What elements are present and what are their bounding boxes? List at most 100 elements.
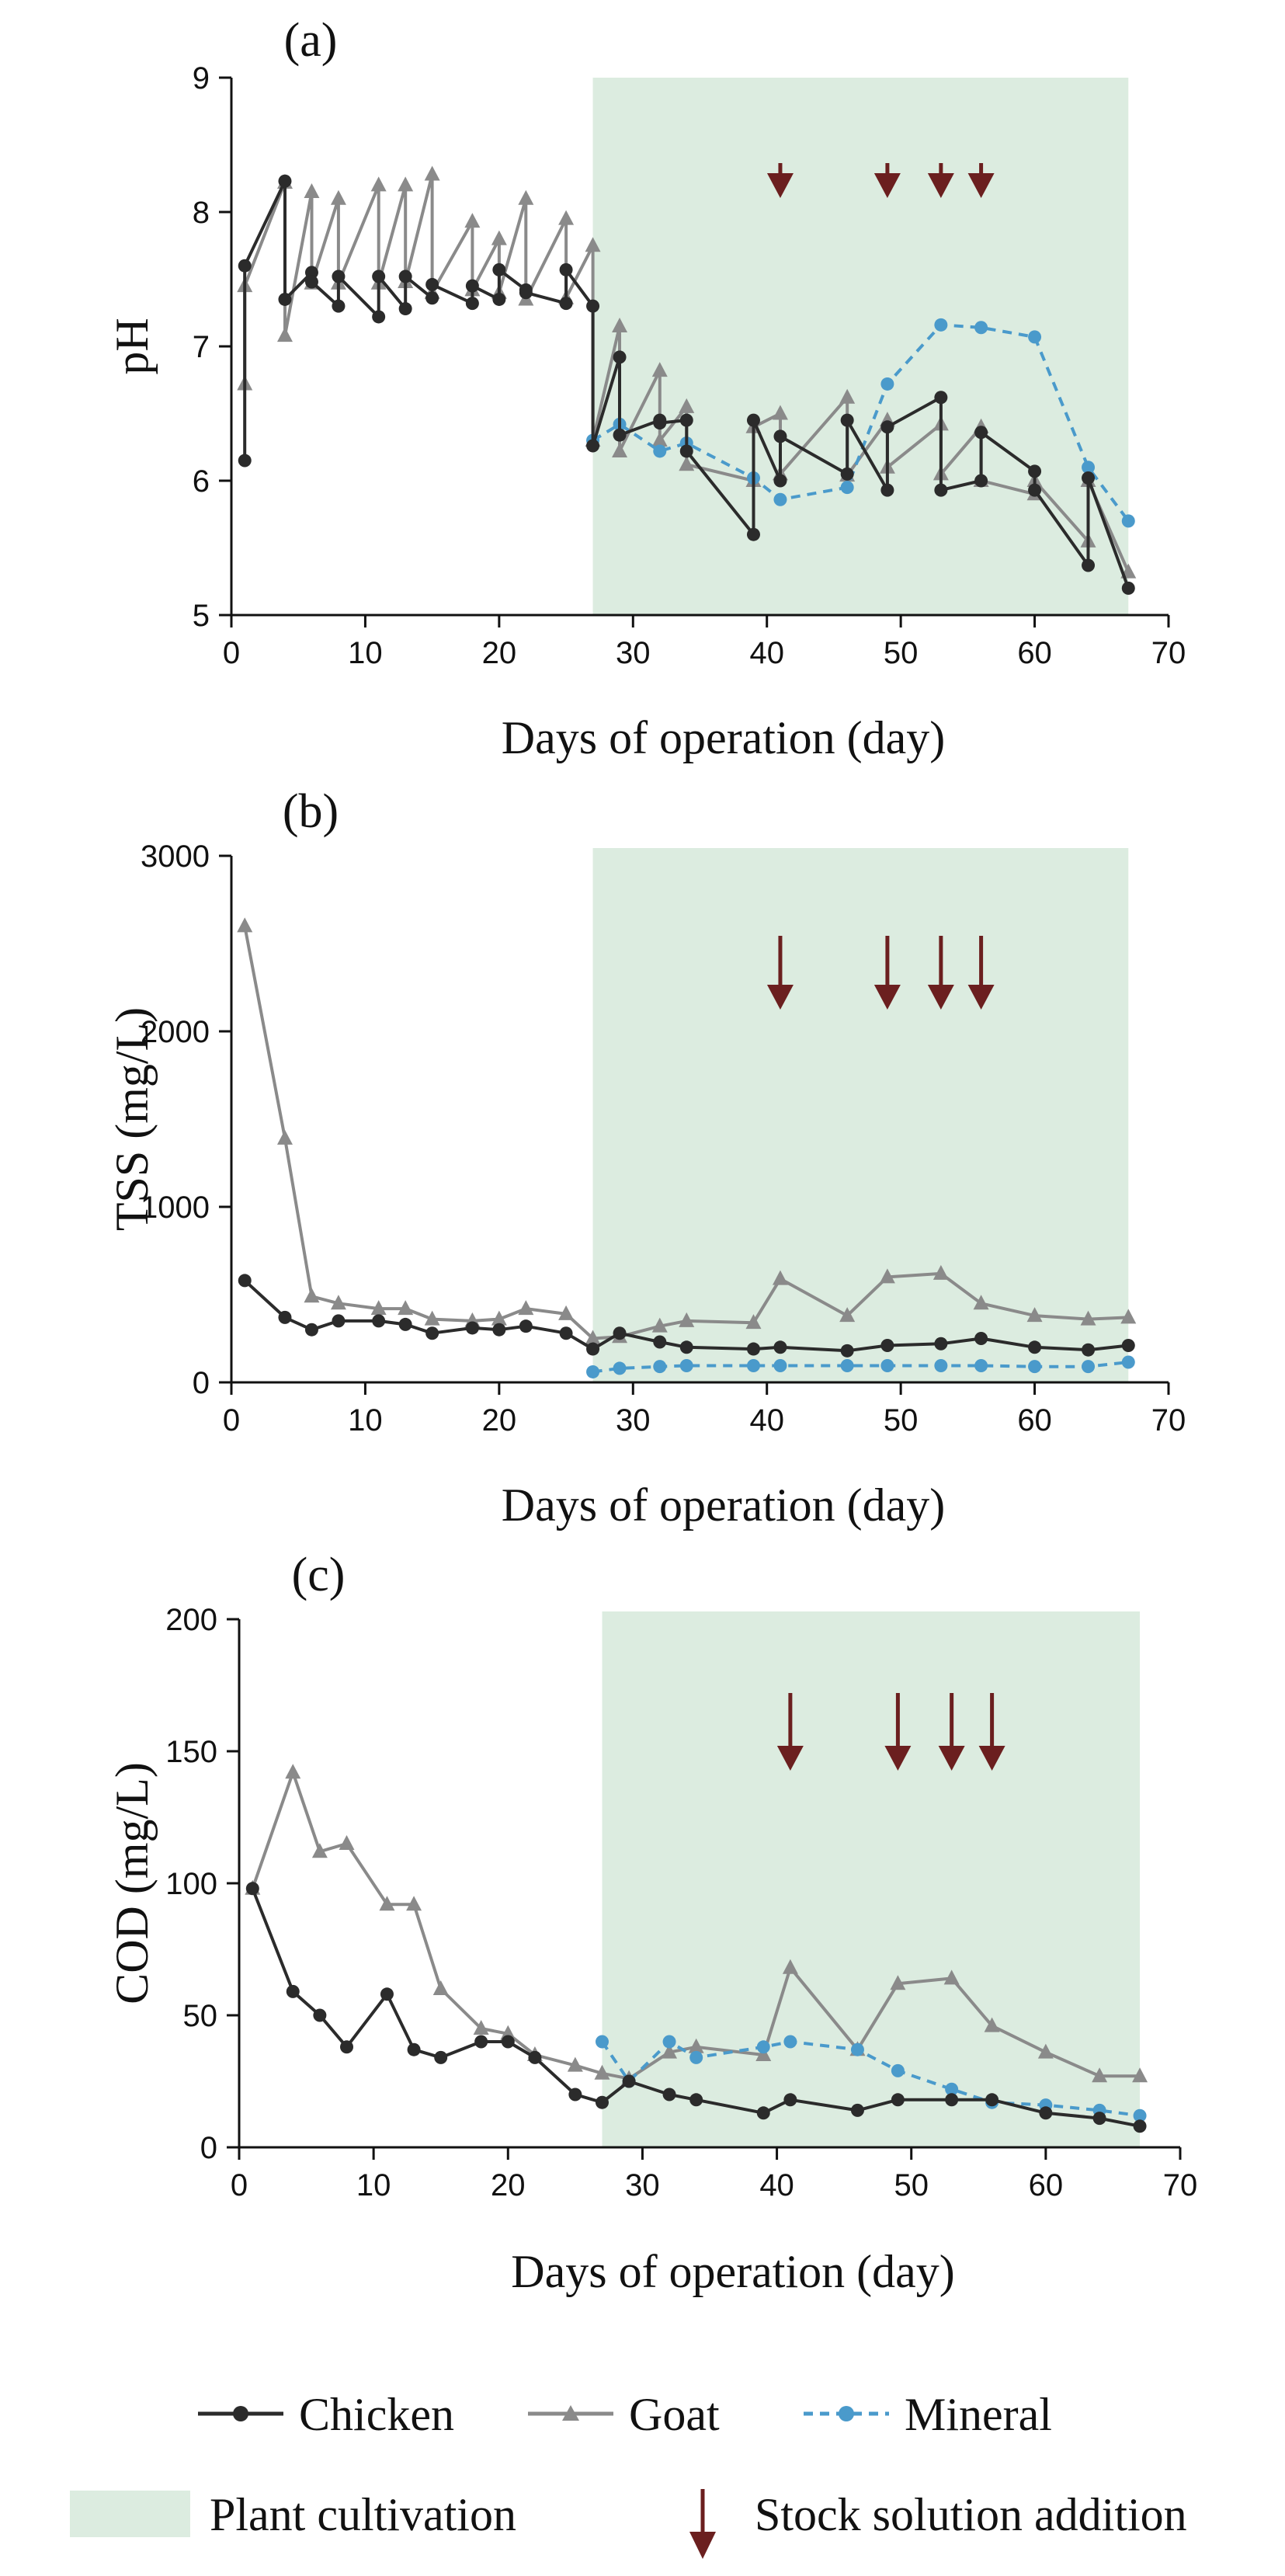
series-chicken-point: [880, 1339, 894, 1353]
x-tick-label: 20: [482, 1403, 517, 1437]
y-axis-title: TSS (mg/L): [106, 1007, 158, 1231]
series-goat-point: [491, 1310, 507, 1326]
series-chicken-point: [313, 2008, 327, 2022]
series-chicken-point: [1039, 2106, 1053, 2120]
legend-chicken-label: Chicken: [299, 2389, 454, 2440]
series-goat-point: [879, 1268, 895, 1284]
chart-cod: 0 50 100 150 200 0 10 20 30 40 50 60 70 Days of opera…: [106, 1549, 1197, 2297]
series-chicken-point: [773, 474, 787, 488]
series-chicken-point: [934, 483, 948, 497]
series-chicken-point: [340, 2040, 354, 2054]
series-mineral-point: [945, 2082, 959, 2096]
series-chicken-point: [880, 420, 894, 434]
x-tick-label: 60: [1017, 1403, 1052, 1437]
series-goat-point: [662, 2043, 678, 2059]
x-tick-label: 30: [616, 1403, 651, 1437]
x-tick-label: 30: [616, 636, 651, 670]
series-mineral-point: [934, 318, 948, 332]
series-goat-point: [1132, 2067, 1148, 2083]
y-tick-label: 150: [165, 1735, 217, 1769]
series-chicken-point: [613, 428, 627, 442]
x-tick-label: 10: [348, 636, 383, 670]
series-goat-point: [464, 213, 481, 228]
legend-item-goat: Goat: [528, 2389, 720, 2440]
series-goat-point: [276, 327, 293, 342]
stock-addition-arrowhead-icon: [873, 985, 901, 1010]
y-tick-label: 0: [200, 2131, 217, 2165]
panel-label: (a): [284, 14, 338, 67]
series-chicken-point: [465, 297, 479, 311]
series-chicken-point: [679, 1340, 693, 1354]
series-goat-point: [558, 210, 575, 225]
series-goat-point: [943, 1969, 960, 1985]
series-chicken-point: [332, 299, 346, 313]
y-tick-label: 6: [193, 464, 210, 499]
series-chicken-point: [880, 483, 894, 497]
series-chicken-point: [304, 266, 318, 280]
x-tick-label: 0: [223, 1403, 240, 1437]
x-tick-label: 60: [1017, 636, 1052, 670]
series-goat-point: [304, 1288, 320, 1303]
series-chicken-point: [492, 292, 506, 306]
series-goat-point: [330, 1295, 346, 1310]
series-goat-point: [651, 362, 668, 377]
series-chicken-point: [1082, 471, 1096, 485]
series-goat-point: [782, 1959, 798, 1974]
series-chicken-point: [398, 1317, 412, 1331]
y-tick-label: 7: [193, 330, 210, 364]
x-tick-label: 0: [223, 636, 240, 670]
legend-item-plant-cultivation: Plant cultivation: [70, 2489, 516, 2540]
legend-chicken-marker: [233, 2406, 248, 2421]
stock-addition-arrowhead-icon: [927, 173, 954, 198]
series-goat-point: [1120, 1309, 1137, 1324]
panel-label: (c): [292, 1549, 346, 1601]
legend-item-mineral: Mineral: [804, 2389, 1052, 2440]
series-goat-point: [890, 1975, 906, 1990]
series-chicken-point: [974, 426, 988, 440]
series-goat-point: [679, 456, 695, 471]
series-chicken-point: [586, 439, 600, 453]
series-chicken-point: [1082, 558, 1096, 572]
legend-item-stock-addition: Stock solution addition: [689, 2489, 1187, 2559]
series-mineral-point: [746, 1359, 760, 1373]
series-chicken-point: [891, 2093, 905, 2107]
series-mineral-point: [891, 2063, 905, 2077]
series-goat-point: [339, 1835, 355, 1850]
x-tick-label: 50: [894, 2168, 929, 2202]
series-chicken-point: [238, 454, 252, 468]
x-axis-title: Days of operation (day): [502, 712, 945, 763]
stock-addition-arrowhead-icon: [873, 173, 901, 198]
series-chicken-point: [528, 2050, 542, 2064]
series-chicken-point: [622, 2074, 636, 2088]
series-chicken-point: [1082, 1343, 1096, 1357]
series-chicken-point: [840, 467, 854, 481]
series-chicken-point: [568, 2088, 582, 2101]
series-mineral-point: [974, 1359, 988, 1373]
y-tick-label: 1000: [141, 1191, 210, 1225]
series-chicken-point: [501, 2035, 515, 2049]
series-goat-point: [276, 1129, 293, 1145]
y-tick-label: 200: [165, 1603, 217, 1637]
x-tick-label: 20: [482, 636, 517, 670]
series-goat-point: [1080, 1310, 1096, 1326]
series-goat-point: [370, 1300, 387, 1316]
series-chicken-point: [332, 269, 346, 283]
y-tick-label: 5: [193, 599, 210, 633]
series-goat-point: [491, 230, 507, 245]
series-mineral-point: [974, 321, 988, 335]
series-mineral-point: [662, 2035, 676, 2049]
series-mineral-point: [1133, 2108, 1147, 2122]
series-mineral-point: [595, 2035, 609, 2049]
series-chicken-point: [278, 1310, 292, 1324]
series-chicken-point: [465, 279, 479, 293]
series-mineral-point: [934, 1359, 948, 1373]
x-tick-label: 10: [356, 2168, 391, 2202]
series-chicken-point: [586, 299, 600, 313]
series-chicken-point: [492, 262, 506, 276]
series-chicken-point: [465, 1321, 479, 1335]
y-tick-label: 100: [165, 1867, 217, 1901]
x-tick-label: 20: [491, 2168, 526, 2202]
series-mineral-point: [773, 1359, 787, 1373]
panel-label: (b): [283, 785, 339, 838]
y-tick-label: 2000: [141, 1015, 210, 1049]
